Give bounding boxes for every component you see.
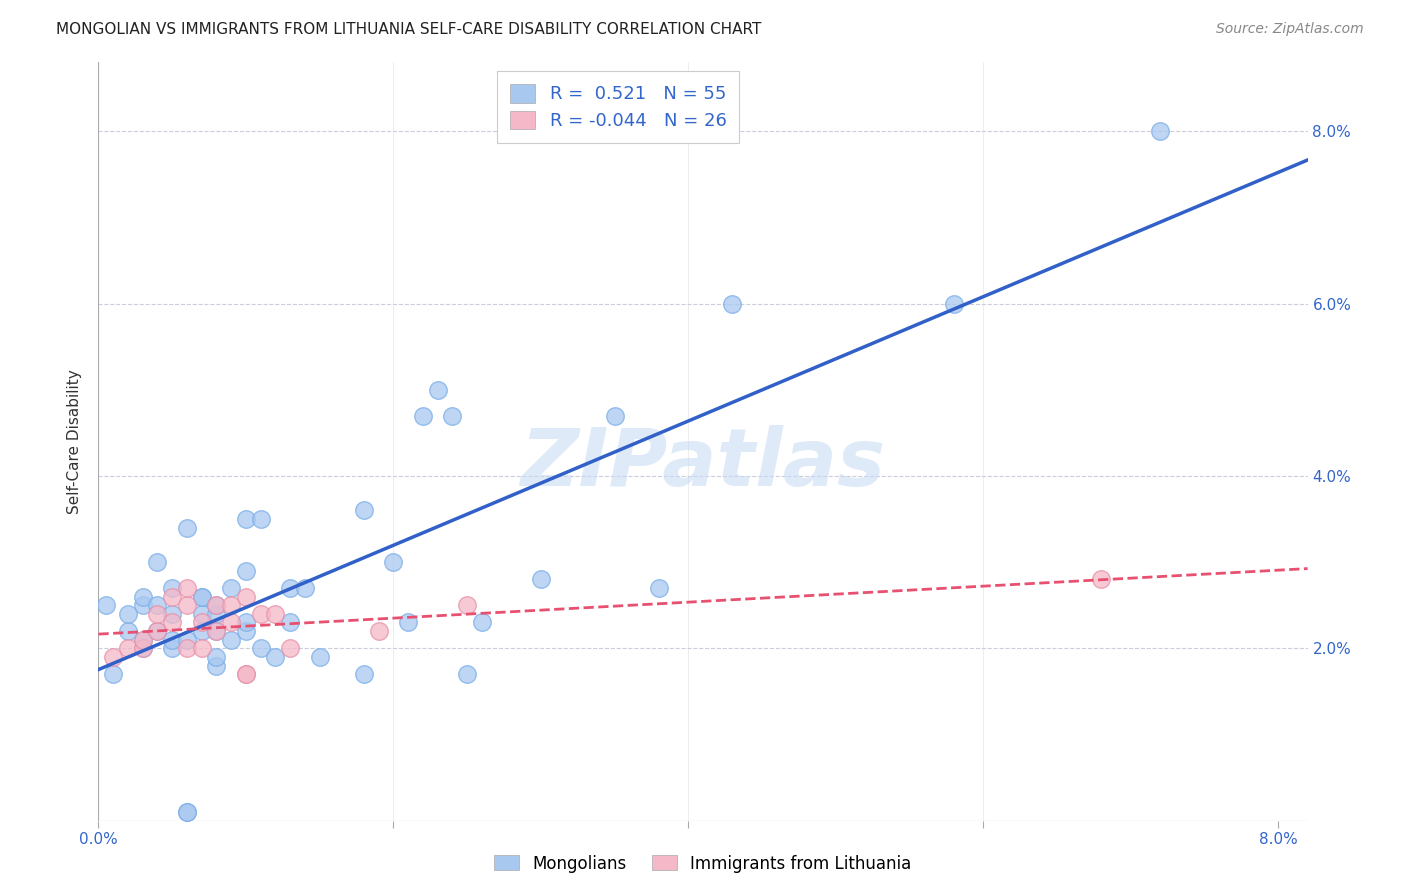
Point [176,599,198,613]
Legend: R =  0.521   N = 55, R = -0.044   N = 26: R = 0.521 N = 55, R = -0.044 N = 26 [498,71,740,143]
Point [190,641,212,656]
Point [1090,573,1112,587]
Point [942,296,965,310]
Text: ZIPatlas: ZIPatlas [520,425,886,503]
Point [721,296,744,310]
Point [190,607,212,621]
Point [205,658,228,673]
Point [278,581,301,595]
Point [131,641,153,656]
Point [441,409,464,423]
Point [176,805,198,819]
Point [205,599,228,613]
Point [278,615,301,630]
Point [235,564,257,578]
Point [131,590,153,604]
Point [367,624,389,639]
Point [353,503,375,517]
Point [146,555,169,569]
Point [176,632,198,647]
Point [131,641,153,656]
Point [131,632,153,647]
Point [249,641,271,656]
Point [412,409,434,423]
Point [1149,124,1171,138]
Point [426,383,449,397]
Point [160,581,183,595]
Point [219,615,242,630]
Point [278,641,301,656]
Point [396,615,419,630]
Legend: Mongolians, Immigrants from Lithuania: Mongolians, Immigrants from Lithuania [488,848,918,880]
Point [471,615,494,630]
Point [190,590,212,604]
Point [131,599,153,613]
Point [176,805,198,819]
Point [101,649,124,664]
Point [160,632,183,647]
Point [176,641,198,656]
Point [382,555,405,569]
Point [176,521,198,535]
Point [456,667,478,681]
Point [146,599,169,613]
Point [146,624,169,639]
Point [235,667,257,681]
Point [264,649,287,664]
Point [219,599,242,613]
Point [160,590,183,604]
Point [249,607,271,621]
Point [648,581,671,595]
Point [160,607,183,621]
Point [205,624,228,639]
Text: MONGOLIAN VS IMMIGRANTS FROM LITHUANIA SELF-CARE DISABILITY CORRELATION CHART: MONGOLIAN VS IMMIGRANTS FROM LITHUANIA S… [56,22,762,37]
Point [190,624,212,639]
Point [205,649,228,664]
Point [235,590,257,604]
Point [101,667,124,681]
Point [264,607,287,621]
Point [235,512,257,526]
Point [353,667,375,681]
Point [205,607,228,621]
Point [603,409,626,423]
Text: Source: ZipAtlas.com: Source: ZipAtlas.com [1216,22,1364,37]
Point [117,641,139,656]
Point [235,667,257,681]
Point [190,615,212,630]
Point [308,649,330,664]
Point [219,632,242,647]
Point [456,599,478,613]
Point [190,590,212,604]
Point [117,607,139,621]
Point [235,615,257,630]
Point [249,512,271,526]
Point [146,607,169,621]
Point [160,641,183,656]
Point [235,624,257,639]
Point [530,573,553,587]
Point [117,624,139,639]
Point [219,581,242,595]
Point [176,581,198,595]
Point [294,581,316,595]
Point [205,599,228,613]
Point [205,624,228,639]
Point [146,624,169,639]
Point [131,632,153,647]
Y-axis label: Self-Care Disability: Self-Care Disability [67,369,83,514]
Point [94,599,117,613]
Point [160,615,183,630]
